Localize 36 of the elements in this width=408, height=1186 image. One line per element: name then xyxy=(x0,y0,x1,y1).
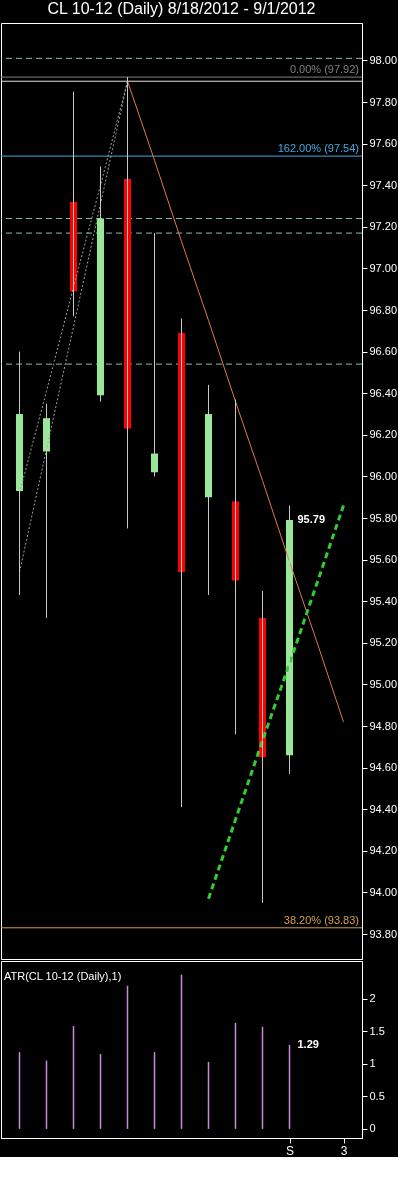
x-tick-label: 3 xyxy=(340,1143,348,1158)
y-tick-label: 95.00 xyxy=(369,677,398,690)
y-tick-label: 2 xyxy=(369,992,376,1005)
y-tick-label: 95.40 xyxy=(369,594,398,607)
y-tick-label: 0.5 xyxy=(369,1089,385,1102)
y-tick-label: 95.20 xyxy=(369,636,398,649)
text: ATR(CL 10-12 (Daily),1) xyxy=(4,970,122,982)
y-tick-label: 96.00 xyxy=(369,469,398,482)
y-tick-label: 94.80 xyxy=(369,719,398,732)
y-tick-label: 97.80 xyxy=(369,95,398,108)
ref-line-label: 162.00% (97.54) xyxy=(277,142,359,155)
y-tick-label: 1 xyxy=(369,1057,376,1070)
annotation: 1.29 xyxy=(297,1037,319,1050)
y-tick-label: 94.00 xyxy=(369,885,398,898)
y-tick-label: 98.00 xyxy=(369,53,398,66)
y-tick-label: 93.80 xyxy=(369,927,398,940)
y-tick-label: 94.20 xyxy=(369,844,398,857)
ref-line-label: 38.20% (93.83) xyxy=(283,913,359,926)
y-tick-label: 96.20 xyxy=(369,428,398,441)
y-tick-label: 96.60 xyxy=(369,345,398,358)
y-tick-label: 1.5 xyxy=(369,1024,385,1037)
y-tick-label: 96.80 xyxy=(369,303,398,316)
y-tick-label: 96.40 xyxy=(369,386,398,399)
y-tick-label: 97.20 xyxy=(369,220,398,233)
y-tick-label: 97.60 xyxy=(369,137,398,150)
y-tick-label: 0 xyxy=(369,1122,376,1135)
y-tick-label: 95.60 xyxy=(369,553,398,566)
chart-title: CL 10-12 (Daily) 8/18/2012 - 9/1/2012 xyxy=(47,0,316,17)
y-tick-label: 94.40 xyxy=(369,802,398,815)
y-tick-label: 94.60 xyxy=(369,761,398,774)
y-tick-label: 95.80 xyxy=(369,511,398,524)
y-tick-label: 97.40 xyxy=(369,178,398,191)
x-tick-label: S xyxy=(285,1143,295,1158)
ref-line-label: 0.00% (97.92) xyxy=(289,63,359,76)
annotation: 95.79 xyxy=(297,513,326,526)
y-tick-label: 97.00 xyxy=(369,261,398,274)
